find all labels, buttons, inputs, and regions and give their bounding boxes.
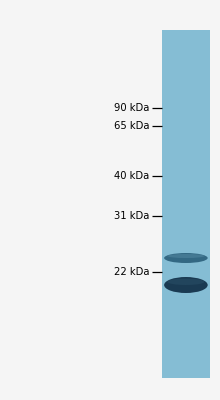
Ellipse shape — [167, 278, 204, 285]
Ellipse shape — [164, 277, 208, 293]
Text: 22 kDa: 22 kDa — [114, 267, 150, 277]
Text: 40 kDa: 40 kDa — [114, 171, 150, 181]
Text: 65 kDa: 65 kDa — [114, 121, 150, 131]
Ellipse shape — [164, 253, 208, 263]
Bar — [162, 30, 210, 378]
Ellipse shape — [167, 254, 204, 258]
Text: 90 kDa: 90 kDa — [114, 103, 150, 113]
Text: 31 kDa: 31 kDa — [114, 211, 150, 221]
